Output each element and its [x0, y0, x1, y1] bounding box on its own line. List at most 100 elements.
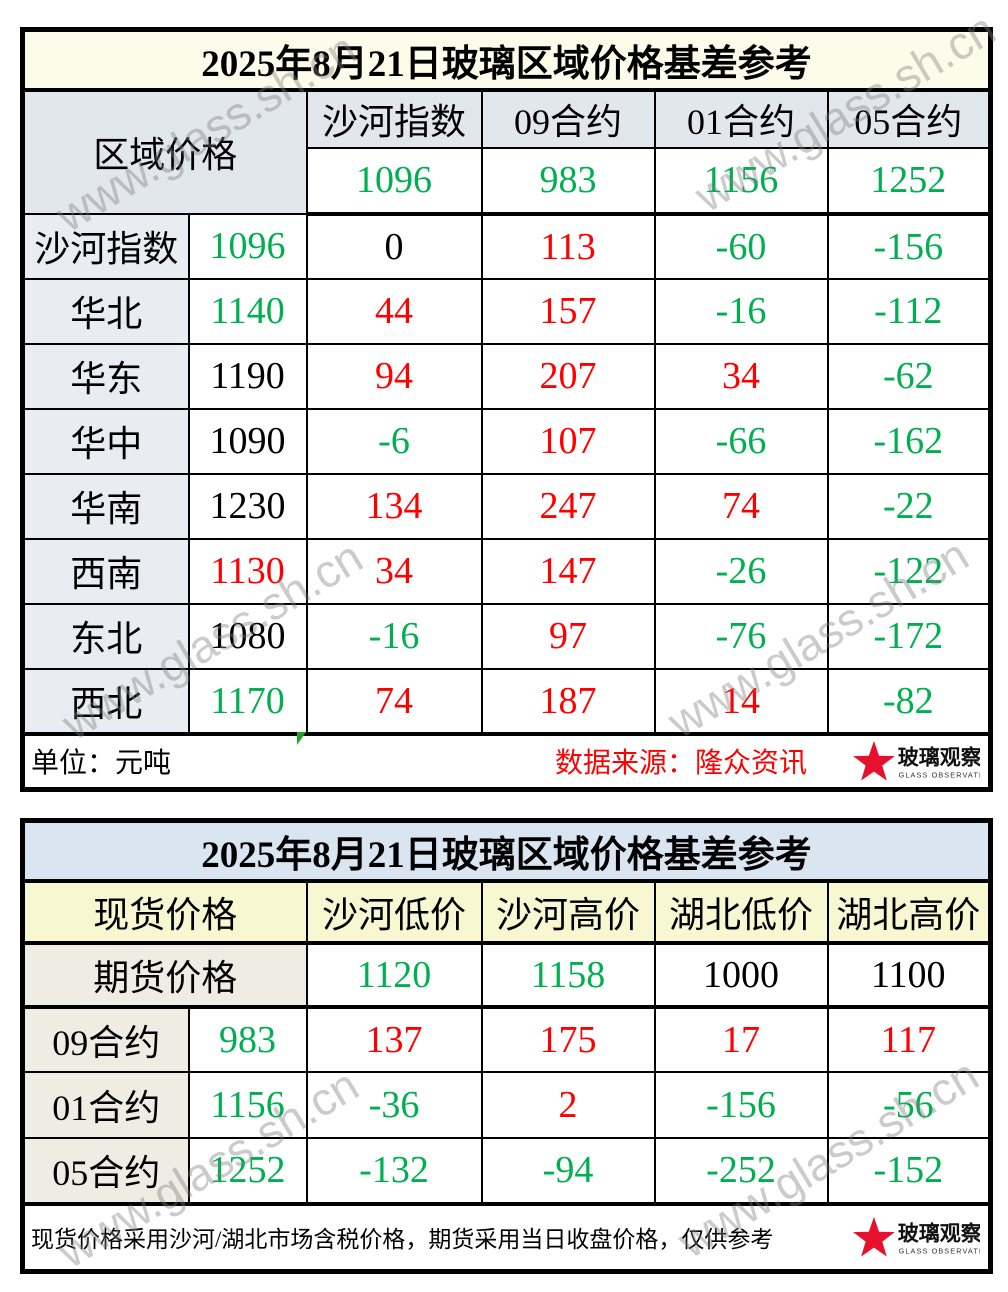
- region-label-cell: 华南: [21, 472, 190, 540]
- column-header: 湖北低价: [653, 879, 829, 945]
- basis-cell: -172: [826, 602, 992, 670]
- region-label-cell: 华中: [21, 407, 190, 475]
- contract-label-cell: 01合约: [21, 1070, 190, 1139]
- basis-cell: 107: [480, 407, 656, 475]
- basis-cell: 147: [480, 537, 656, 605]
- basis-cell: 14: [653, 667, 829, 736]
- column-header: 09合约: [480, 88, 656, 149]
- basis-cell: 134: [305, 472, 483, 540]
- logo-title: 玻璃观察: [898, 746, 980, 770]
- contract-price-cell: 1096: [305, 146, 483, 216]
- basis-cell: -152: [826, 1136, 992, 1206]
- logo-subtitle: GLASS OBSERVATION: [899, 1247, 980, 1256]
- basis-cell: -122: [826, 537, 992, 605]
- star-icon: [853, 1217, 895, 1257]
- basis-cell: -162: [826, 407, 992, 475]
- futures-row-label-cell: 期货价格: [21, 941, 308, 1009]
- logo-subtitle: GLASS OBSERVATION: [899, 771, 980, 780]
- region-label-cell: 西北: [21, 667, 190, 736]
- spot-price-cell: 1230: [187, 472, 308, 540]
- basis-cell: -36: [305, 1070, 483, 1139]
- basis-cell: -252: [653, 1136, 829, 1206]
- table-row: 华南 1230 134 247 74 -22: [21, 472, 992, 540]
- spot-price-cell: 1190: [187, 342, 308, 410]
- futures-price-cell: 1252: [187, 1136, 308, 1206]
- spot-price-cell: 1100: [826, 941, 992, 1009]
- region-label-cell: 华北: [21, 277, 190, 345]
- unit-note: 单位：元吨: [31, 748, 172, 780]
- basis-cell: 74: [653, 472, 829, 540]
- table-title-row: 2025年8月21日玻璃区域价格基差参考: [21, 819, 992, 883]
- table-footer-row: 现货价格采用沙河/湖北市场含税价格，期货采用当日收盘价格，仅供参考 玻璃观察 G…: [21, 1202, 992, 1273]
- contract-price-cell: 1252: [826, 146, 992, 216]
- table-row: 05合约 1252 -132 -94 -252 -152: [21, 1136, 992, 1206]
- basis-cell: 94: [305, 342, 483, 410]
- basis-cell: 17: [653, 1005, 829, 1073]
- spot-futures-basis-table: 2025年8月21日玻璃区域价格基差参考 现货价格 沙河低价 沙河高价 湖北低价…: [20, 818, 994, 1274]
- basis-cell: 74: [305, 667, 483, 736]
- basis-cell: 247: [480, 472, 656, 540]
- column-header: 05合约: [826, 88, 992, 149]
- table-footer-row: 单位：元吨 数据来源：隆众资讯 玻璃观察 GLASS OBSERVATION: [21, 732, 992, 791]
- table-row: 华中 1090 -6 107 -66 -162: [21, 407, 992, 475]
- table-row: 西南 1130 34 147 -26 -122: [21, 537, 992, 605]
- table-row: 华北 1140 44 157 -16 -112: [21, 277, 992, 345]
- basis-cell: -60: [653, 212, 829, 280]
- corner-header-cell: 现货价格: [21, 879, 308, 945]
- table-header-row: 现货价格 沙河低价 沙河高价 湖北低价 湖北高价: [21, 879, 992, 945]
- basis-cell: 207: [480, 342, 656, 410]
- futures-price-cell: 983: [187, 1005, 308, 1073]
- spot-price-cell: 1096: [187, 212, 308, 280]
- corner-header-cell: 区域价格: [21, 88, 308, 215]
- table2-title: 2025年8月21日玻璃区域价格基差参考: [21, 819, 992, 883]
- basis-cell: 44: [305, 277, 483, 345]
- contract-price-row: 1096 983 1156 1252: [23, 146, 992, 216]
- contract-price-cell: 1156: [653, 146, 829, 216]
- table1-footer: 单位：元吨 数据来源：隆众资讯 玻璃观察 GLASS OBSERVATION: [21, 732, 992, 791]
- column-header: 湖北高价: [826, 879, 992, 945]
- region-label-cell: 东北: [21, 602, 190, 670]
- column-header: 沙河指数: [305, 88, 483, 149]
- region-label-cell: 沙河指数: [21, 212, 190, 280]
- table2-footer: 现货价格采用沙河/湖北市场含税价格，期货采用当日收盘价格，仅供参考 玻璃观察 G…: [21, 1202, 992, 1273]
- column-header: 沙河低价: [305, 879, 483, 945]
- basis-cell: 2: [480, 1070, 656, 1139]
- basis-cell: -22: [826, 472, 992, 540]
- spot-price-cell: 1158: [480, 941, 656, 1009]
- spot-price-cell: 1130: [187, 537, 308, 605]
- column-header: 01合约: [653, 88, 829, 149]
- basis-cell: -112: [826, 277, 992, 345]
- table1-title: 2025年8月21日玻璃区域价格基差参考: [21, 28, 992, 92]
- basis-cell: -56: [826, 1070, 992, 1139]
- basis-cell: 34: [653, 342, 829, 410]
- table-row: 09合约 983 137 175 17 117: [21, 1005, 992, 1073]
- spot-price-cell: 1080: [187, 602, 308, 670]
- column-header: 沙河高价: [480, 879, 656, 945]
- logo-graphic: 玻璃观察 GLASS OBSERVATION: [853, 741, 980, 781]
- basis-cell: -156: [653, 1070, 829, 1139]
- basis-cell: -132: [305, 1136, 483, 1206]
- basis-cell: -156: [826, 212, 992, 280]
- table-header-row: 区域价格 沙河指数 09合约 01合约 05合约: [21, 88, 992, 215]
- basis-cell: 34: [305, 537, 483, 605]
- basis-cell: -16: [305, 602, 483, 670]
- spot-price-cell: 1120: [305, 941, 483, 1009]
- contract-label-cell: 09合约: [21, 1005, 190, 1073]
- table-row: 沙河指数 1096 0 113 -60 -156: [21, 212, 992, 280]
- table-row: 西北 1170 74 187 14 -82: [21, 667, 992, 736]
- basis-cell: -82: [826, 667, 992, 736]
- data-source-note: 数据来源：隆众资讯: [555, 748, 808, 780]
- star-icon: [853, 741, 895, 781]
- spot-price-cell: 1140: [187, 277, 308, 345]
- footnote: 现货价格采用沙河/湖北市场含税价格，期货采用当日收盘价格，仅供参考: [31, 1227, 774, 1253]
- basis-cell: 0: [305, 212, 483, 280]
- basis-cell: 113: [480, 212, 656, 280]
- table-row: 01合约 1156 -36 2 -156 -56: [21, 1070, 992, 1139]
- glass-observation-logo: 玻璃观察 GLASS OBSERVATION: [852, 1213, 980, 1261]
- basis-cell: 157: [480, 277, 656, 345]
- table-row: 东北 1080 -16 97 -76 -172: [21, 602, 992, 670]
- table-row: 华东 1190 94 207 34 -62: [21, 342, 992, 410]
- basis-cell: 187: [480, 667, 656, 736]
- logo-graphic: 玻璃观察 GLASS OBSERVATION: [853, 1217, 980, 1257]
